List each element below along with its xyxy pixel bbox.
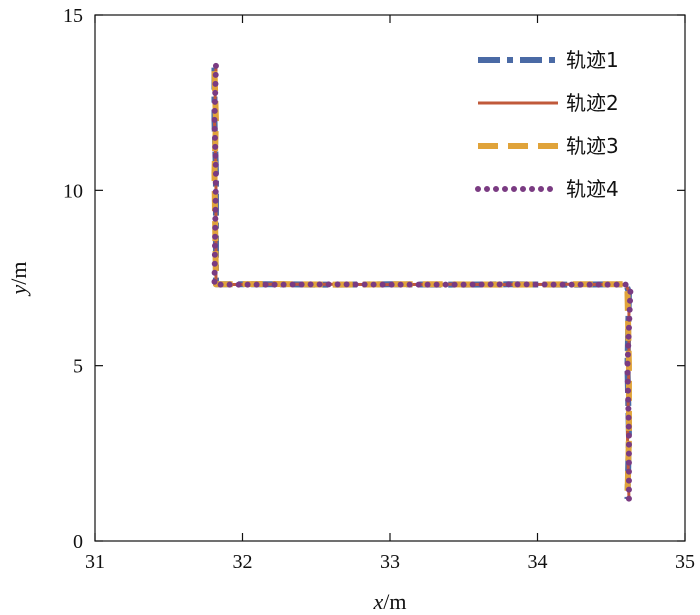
- series-4-line: [211, 62, 634, 504]
- y-axis-unit: /m: [6, 262, 31, 285]
- x-axis-label: x/m: [373, 589, 407, 614]
- legend: 轨迹1 轨迹2 轨迹3 轨迹4: [475, 48, 619, 201]
- x-tick-label: 34: [528, 551, 548, 573]
- y-axis-var: y: [6, 285, 31, 297]
- y-tick-label: 15: [63, 5, 83, 27]
- ticks-layer: 31 32 33 34 35 0 5 10 15: [63, 5, 695, 573]
- y-tick-label: 5: [73, 356, 83, 378]
- x-axis-var: x: [373, 589, 384, 614]
- x-axis-unit: /m: [383, 589, 406, 614]
- x-tick-label: 33: [380, 551, 400, 573]
- legend-label-1: 轨迹1: [566, 48, 619, 72]
- y-tick-label: 10: [63, 180, 83, 202]
- y-axis-label: y/m: [6, 262, 31, 297]
- x-tick-label: 35: [675, 551, 695, 573]
- y-tick-label: 0: [73, 531, 83, 553]
- legend-label-4: 轨迹4: [566, 177, 619, 201]
- series-layer: [211, 62, 634, 504]
- legend-label-3: 轨迹3: [566, 134, 619, 158]
- legend-label-2: 轨迹2: [566, 91, 619, 115]
- x-tick-label: 32: [233, 551, 253, 573]
- x-tick-label: 31: [85, 551, 105, 573]
